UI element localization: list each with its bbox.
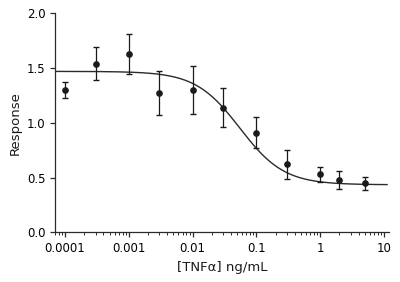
Y-axis label: Response: Response [8, 91, 21, 155]
X-axis label: [TNFα] ng/mL: [TNFα] ng/mL [177, 261, 267, 274]
